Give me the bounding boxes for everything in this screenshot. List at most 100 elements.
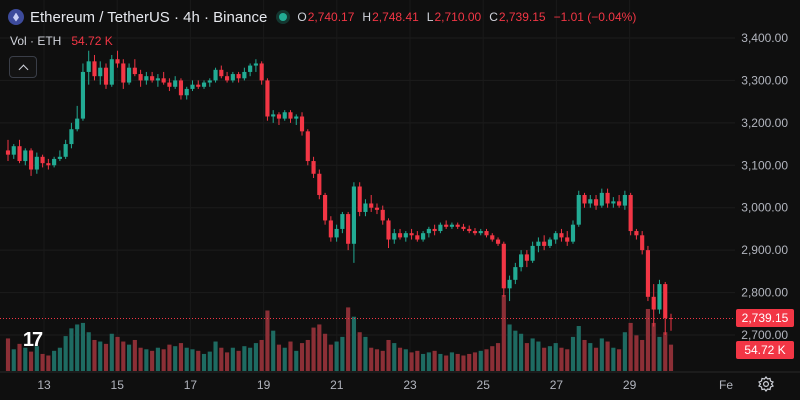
candle-body	[357, 186, 362, 212]
candle-body	[432, 228, 437, 232]
volume-bar	[40, 353, 45, 371]
candle-body	[576, 194, 581, 225]
candle-body	[513, 267, 518, 280]
x-tick-label: 15	[111, 378, 125, 392]
y-axis: 3,400.00 3,300.00 3,200.00 3,100.00 3,000.00…	[741, 31, 788, 342]
volume-bar	[150, 350, 155, 371]
x-axis: 13 15 17 19 21 23 25 27 29 Fe	[37, 378, 733, 392]
candle-body	[201, 82, 207, 87]
candle-body	[380, 209, 385, 221]
volume-bar	[305, 339, 310, 371]
x-tick-label: 13	[37, 378, 51, 392]
candle-body	[23, 150, 28, 162]
settings-gear-icon[interactable]	[758, 376, 774, 392]
volume-bar	[282, 347, 287, 371]
volume-bar	[582, 339, 587, 371]
candle-body	[461, 226, 466, 229]
ohlc-open-key: O	[297, 10, 307, 24]
candle-body	[155, 78, 160, 81]
candle-body	[103, 67, 109, 85]
volume-bar	[374, 349, 380, 371]
volume-bar	[328, 344, 333, 371]
symbol-title[interactable]: Ethereum / TetherUS · 4h · Binance	[30, 8, 268, 26]
candle-body	[219, 69, 224, 77]
candle-body	[369, 203, 374, 208]
volume-legend: Vol · ETH 54.72 K	[10, 34, 113, 48]
candle-body	[248, 65, 253, 72]
candle-body	[628, 194, 633, 232]
volume-bar	[178, 343, 184, 371]
candle-body	[109, 59, 114, 85]
chart-grid	[0, 0, 800, 373]
volume-bar	[628, 322, 633, 371]
volume-bar	[484, 349, 489, 371]
candle-body	[467, 228, 472, 232]
volume-bar	[299, 343, 305, 371]
x-tick-label: 17	[184, 378, 198, 392]
candle-body	[144, 76, 149, 81]
candle-body	[225, 76, 230, 81]
tradingview-logo-icon[interactable]: 17	[22, 328, 43, 351]
volume-value: 54.72 K	[71, 34, 113, 48]
candle-body	[392, 233, 397, 240]
volume-bar	[386, 339, 391, 371]
ohlc-close-key: C	[489, 10, 498, 24]
candle-body	[213, 69, 218, 81]
y-tick-label: 3,400.00	[741, 31, 788, 45]
volume-bar	[259, 339, 264, 371]
candle-body	[351, 186, 356, 244]
candle-body	[40, 156, 45, 164]
candle-body	[484, 231, 489, 236]
volume-bar	[161, 349, 166, 371]
candle-body	[622, 194, 627, 206]
x-tick-label: 25	[477, 378, 491, 392]
volume-bar	[184, 347, 189, 371]
volume-bar	[334, 341, 339, 371]
volume-bar	[196, 350, 201, 371]
collapse-chevron-icon[interactable]	[9, 56, 37, 78]
candle-body	[63, 144, 68, 157]
volume-bar	[495, 343, 501, 371]
candle-body	[75, 118, 80, 130]
candle-body	[415, 235, 420, 240]
candle-body	[138, 74, 143, 81]
volume-bar	[559, 347, 564, 371]
x-tick-label: 19	[257, 378, 271, 392]
candle-body	[69, 129, 74, 145]
candle-body	[651, 296, 656, 310]
candle-body	[611, 201, 616, 204]
chart-header: Ethereum / TetherUS · 4h · Binance O2,74…	[8, 6, 636, 28]
ohlc-low-key: L	[426, 10, 434, 24]
candle-body	[421, 233, 426, 240]
volume-bar	[17, 343, 22, 371]
volume-bar	[507, 324, 512, 371]
candle-body	[230, 74, 235, 81]
volume-bar	[288, 341, 293, 371]
x-tick-label: 29	[623, 378, 637, 392]
volume-bar	[173, 346, 178, 371]
candle-body	[161, 78, 166, 83]
volume-bar	[63, 336, 68, 371]
candle-body	[495, 239, 501, 244]
candle-body	[559, 233, 564, 238]
volume-bar	[103, 343, 109, 371]
volume-bar	[599, 338, 604, 371]
candle-body	[397, 233, 403, 238]
volume-bar	[421, 353, 426, 371]
candle-body	[126, 67, 132, 83]
candle-body	[5, 150, 11, 155]
volume-bar	[271, 330, 276, 371]
volume-bar	[651, 322, 656, 371]
candle-body	[34, 156, 39, 170]
candle-body	[259, 63, 264, 81]
volume-bar	[115, 336, 120, 371]
volume-bar	[236, 350, 241, 371]
candle-body	[472, 231, 478, 234]
candle-body	[294, 116, 299, 119]
candle-body	[282, 112, 287, 119]
volume-bar	[576, 326, 581, 371]
candle-body	[328, 220, 333, 238]
volume-bar	[415, 350, 420, 371]
volume-bar	[311, 327, 316, 371]
